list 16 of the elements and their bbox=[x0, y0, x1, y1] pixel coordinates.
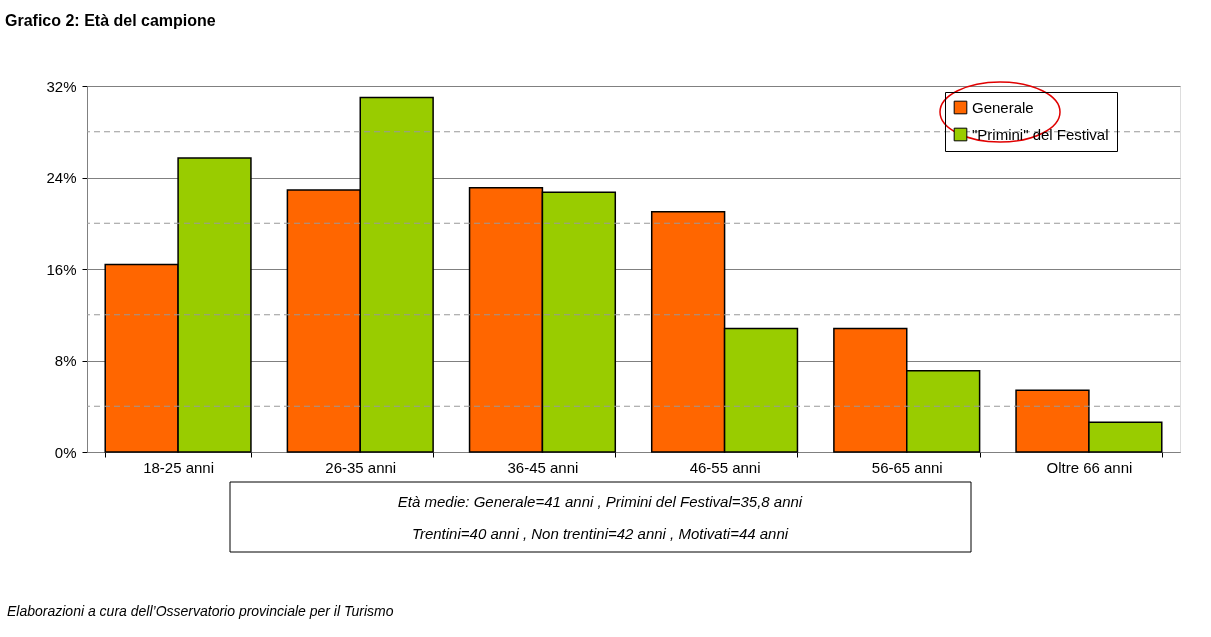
y-tick-label: 32% bbox=[46, 77, 77, 95]
legend-label: Generale bbox=[972, 98, 1034, 116]
y-tick-label: 16% bbox=[46, 260, 77, 278]
x-tick-label: 26-35 anni bbox=[325, 458, 397, 476]
x-tick-label: Oltre 66 anni bbox=[1046, 458, 1133, 476]
text: Trentini=40 anni , Non trentini=42 anni , Motivati=44 anni bbox=[411, 525, 789, 542]
y-tick-label: 8% bbox=[54, 352, 77, 369]
y-tick-label: 0% bbox=[54, 443, 77, 461]
chart-title: Grafico 2: Età del campione bbox=[5, 12, 216, 29]
x-tick-label: 18-25 anni bbox=[143, 458, 215, 476]
x-tick-label: 56-65 anni bbox=[871, 458, 943, 476]
text: Età medie: Generale=41 anni , Primini del Festival=35,8 anni bbox=[397, 493, 803, 510]
x-tick-label: 36-45 anni bbox=[507, 458, 579, 476]
text: Elaborazioni a cura dell’Osservatorio provinciale per il Turismo bbox=[7, 603, 394, 619]
x-tick-label: 46-55 anni bbox=[689, 458, 761, 476]
y-tick-label: 24% bbox=[46, 169, 77, 186]
